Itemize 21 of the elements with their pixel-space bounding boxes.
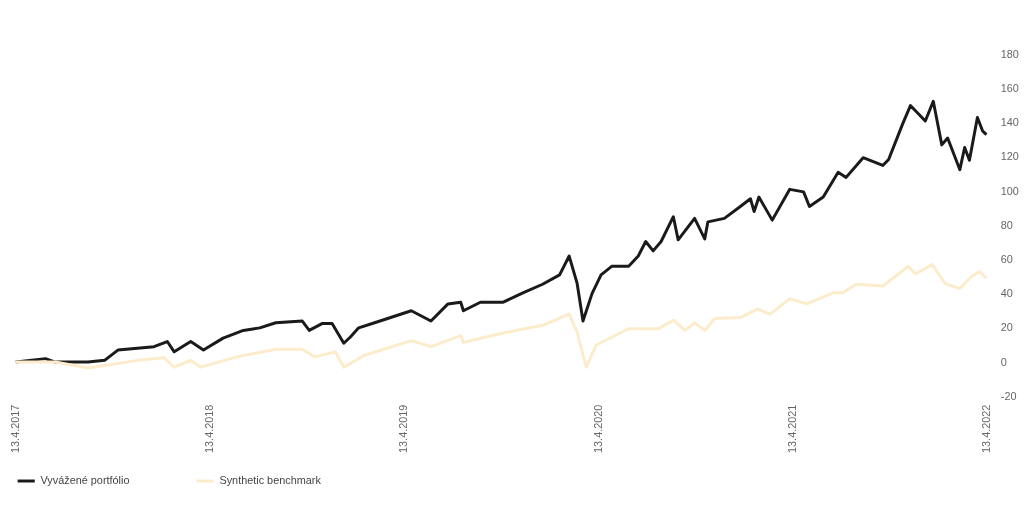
line-series [14, 99, 988, 364]
x-tick-label: 13.4.2018 [203, 404, 216, 453]
x-tick-label: 13.4.2021 [785, 404, 798, 453]
y-tick-label: 20 [1000, 321, 1013, 334]
y-tick-label: 180 [1000, 47, 1019, 60]
x-tick-label: 13.4.2022 [979, 404, 992, 453]
y-tick-label: 80 [1000, 218, 1013, 231]
y-tick-label: 100 [1000, 184, 1019, 197]
legend-label: Synthetic benchmark [219, 473, 322, 486]
line-series [14, 263, 988, 370]
x-tick-label: 13.4.2020 [591, 404, 604, 453]
y-tick-label: 60 [1000, 252, 1013, 265]
y-tick-label: 120 [1000, 150, 1019, 163]
legend-label: Vyvážené portfólio [40, 473, 130, 486]
y-tick-label: 0 [1000, 355, 1007, 368]
y-tick-label: -20 [1000, 389, 1017, 402]
x-tick-label: 13.4.2017 [9, 404, 22, 453]
x-tick-label: 13.4.2019 [397, 404, 410, 453]
y-tick-label: 140 [1000, 116, 1019, 129]
y-tick-label: 160 [1000, 81, 1019, 94]
y-tick-label: 40 [1000, 287, 1013, 300]
